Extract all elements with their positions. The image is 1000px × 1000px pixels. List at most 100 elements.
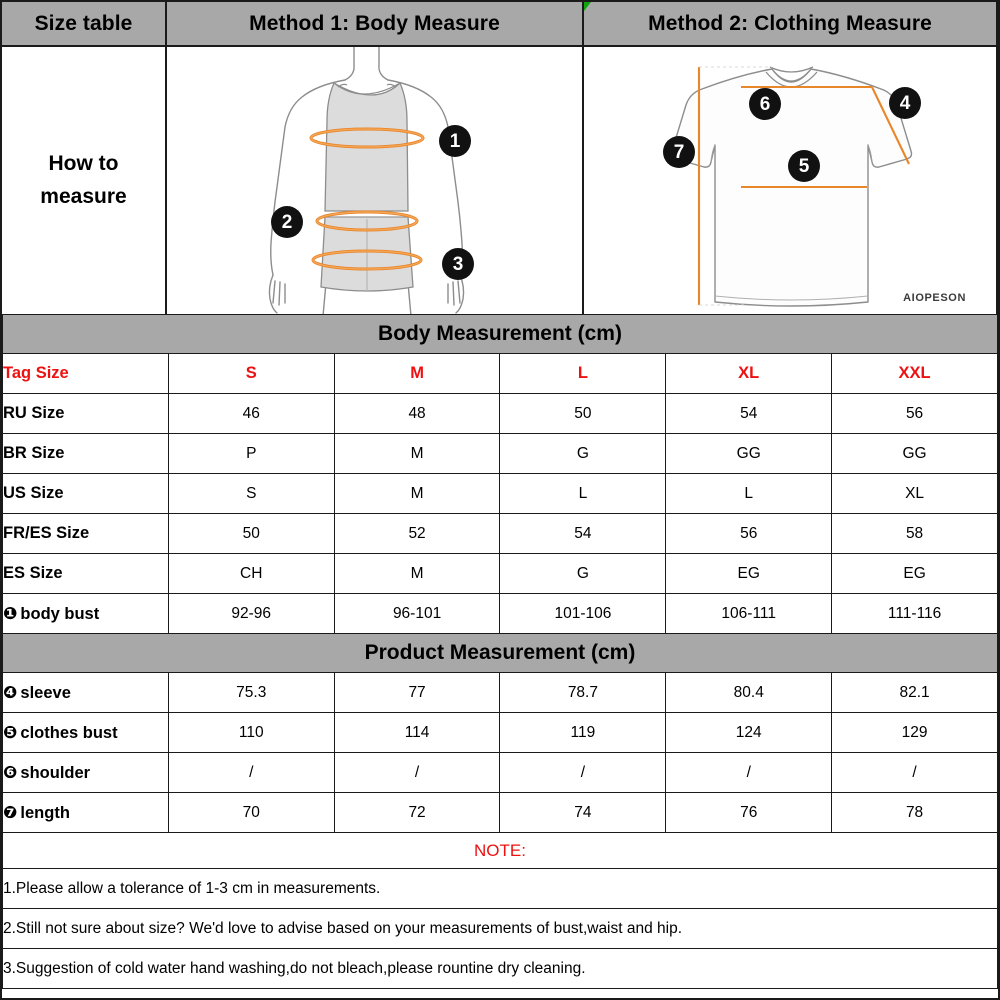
cell-sleeve-xl: 80.4: [665, 672, 833, 713]
note-title: NOTE:: [2, 832, 998, 869]
col-header-l: L: [499, 353, 667, 394]
cell-es-xl: EG: [665, 553, 833, 594]
cell-length-xxl: 78: [831, 792, 998, 833]
row-label-text: BR Size: [3, 444, 65, 462]
row-label-text: ES Size: [3, 564, 63, 582]
row-label-text: clothes bust: [20, 723, 118, 742]
cell-br-xxl: GG: [831, 433, 998, 474]
badge-7: 7: [663, 136, 695, 168]
how-to-measure-cell: How to measure: [2, 47, 165, 314]
note-row: 2.Still not sure about size? We'd love t…: [2, 908, 998, 949]
cell-sleeve-xxl: 82.1: [831, 672, 998, 713]
body-measurement-table: Body Measurement (cm) Tag Size S M L XL …: [2, 314, 998, 989]
cell-clothesbust-l: 119: [499, 712, 667, 753]
cell-bodybust-xxl: 111-116: [831, 593, 998, 634]
row-label-es-size: ES Size: [2, 553, 169, 594]
row-label-clothes-bust: ❺ clothes bust: [2, 712, 169, 753]
cell-sleeve-l: 78.7: [499, 672, 667, 713]
cell-fres-xxl: 58: [831, 513, 998, 554]
cell-br-l: G: [499, 433, 667, 474]
cell-bodybust-s: 92-96: [167, 593, 335, 634]
row-label-shoulder: ❻ shoulder: [2, 752, 169, 793]
badge-5-label: 5: [798, 155, 810, 177]
cell-shoulder-xxl: /: [831, 752, 998, 793]
tshirt-figure-illustration: [670, 66, 913, 307]
body-section-title: Body Measurement (cm): [2, 314, 998, 354]
badge-4: 4: [889, 87, 921, 119]
col-header-m: M: [333, 353, 501, 394]
cell-ru-l: 50: [499, 393, 667, 434]
table-row: ❺ clothes bust 110 114 119 124 129: [2, 712, 998, 753]
cell-shoulder-xl: /: [665, 752, 833, 793]
row-label-text: shoulder: [20, 763, 91, 782]
note-row: 1.Please allow a tolerance of 1-3 cm in …: [2, 868, 998, 909]
cell-shoulder-l: /: [499, 752, 667, 793]
cell-fres-m: 52: [333, 513, 501, 554]
circled-number-5-icon: ❺: [3, 722, 18, 742]
badge-1: 1: [439, 125, 471, 157]
cell-us-s: S: [167, 473, 335, 514]
cell-clothesbust-s: 110: [167, 712, 335, 753]
how-to-measure-text: How to measure: [40, 151, 127, 208]
table-row: FR/ES Size 50 52 54 56 58: [2, 513, 998, 554]
body-section-header-row: Body Measurement (cm): [2, 314, 998, 354]
cell-us-xxl: XL: [831, 473, 998, 514]
row-label-text: sleeve: [20, 683, 71, 702]
green-marker-icon: [584, 2, 591, 11]
product-section-title: Product Measurement (cm): [2, 633, 998, 673]
cell-fres-s: 50: [167, 513, 335, 554]
row-label-text: length: [20, 803, 70, 822]
cell-clothesbust-xl: 124: [665, 712, 833, 753]
method2-column: Method 2: Clothing Measure: [584, 2, 998, 314]
body-column-header-row: Tag Size S M L XL XXL: [2, 353, 998, 394]
cell-shoulder-m: /: [333, 752, 501, 793]
row-label-br-size: BR Size: [2, 433, 169, 474]
row-label-length: ❼ length: [2, 792, 169, 833]
row-label-ru-size: RU Size: [2, 393, 169, 434]
table-row: RU Size 46 48 50 54 56: [2, 393, 998, 434]
cell-es-l: G: [499, 553, 667, 594]
cell-length-s: 70: [167, 792, 335, 833]
method1-title: Method 1: Body Measure: [167, 2, 582, 47]
cell-sleeve-s: 75.3: [167, 672, 335, 713]
col-header-tag-size: Tag Size: [2, 353, 169, 394]
note-line-1: 1.Please allow a tolerance of 1-3 cm in …: [2, 868, 998, 909]
tshirt-figure-cell: 4 5 6 7 AIOPESON: [584, 47, 996, 314]
cell-es-s: CH: [167, 553, 335, 594]
size-table-column: Size table How to measure: [2, 2, 167, 314]
cell-bodybust-l: 101-106: [499, 593, 667, 634]
badge-7-label: 7: [673, 141, 685, 163]
table-row: ❹ sleeve 75.3 77 78.7 80.4 82.1: [2, 672, 998, 713]
body-figure-illustration: [268, 47, 465, 314]
row-label-text: US Size: [3, 484, 64, 502]
note-title-row: NOTE:: [2, 832, 998, 869]
cell-shoulder-s: /: [167, 752, 335, 793]
note-line-2: 2.Still not sure about size? We'd love t…: [2, 908, 998, 949]
cell-fres-xl: 56: [665, 513, 833, 554]
badge-2-label: 2: [281, 211, 293, 233]
how-to-measure-label: How to measure: [2, 47, 165, 314]
cell-br-xl: GG: [665, 433, 833, 474]
illustration-band: Size table How to measure Method 1: Body…: [2, 2, 998, 314]
row-label-us-size: US Size: [2, 473, 169, 514]
cell-clothesbust-xxl: 129: [831, 712, 998, 753]
cell-ru-s: 46: [167, 393, 335, 434]
badge-1-label: 1: [449, 130, 461, 152]
badge-6: 6: [749, 88, 781, 120]
product-section-header-row: Product Measurement (cm): [2, 633, 998, 673]
method1-column: Method 1: Body Measure: [167, 2, 584, 314]
cell-br-m: M: [333, 433, 501, 474]
cell-es-xxl: EG: [831, 553, 998, 594]
table-row: ❼ length 70 72 74 76 78: [2, 792, 998, 833]
cell-us-xl: L: [665, 473, 833, 514]
table-row: BR Size P M G GG GG: [2, 433, 998, 474]
badge-5: 5: [788, 150, 820, 182]
cell-ru-xxl: 56: [831, 393, 998, 434]
table-row: ES Size CH M G EG EG: [2, 553, 998, 594]
note-row: 3.Suggestion of cold water hand washing,…: [2, 948, 998, 989]
cell-ru-xl: 54: [665, 393, 833, 434]
row-label-fres-size: FR/ES Size: [2, 513, 169, 554]
circled-number-6-icon: ❻: [3, 762, 18, 782]
badge-6-label: 6: [759, 93, 771, 115]
body-figure-cell: 1 2 3: [167, 47, 582, 314]
